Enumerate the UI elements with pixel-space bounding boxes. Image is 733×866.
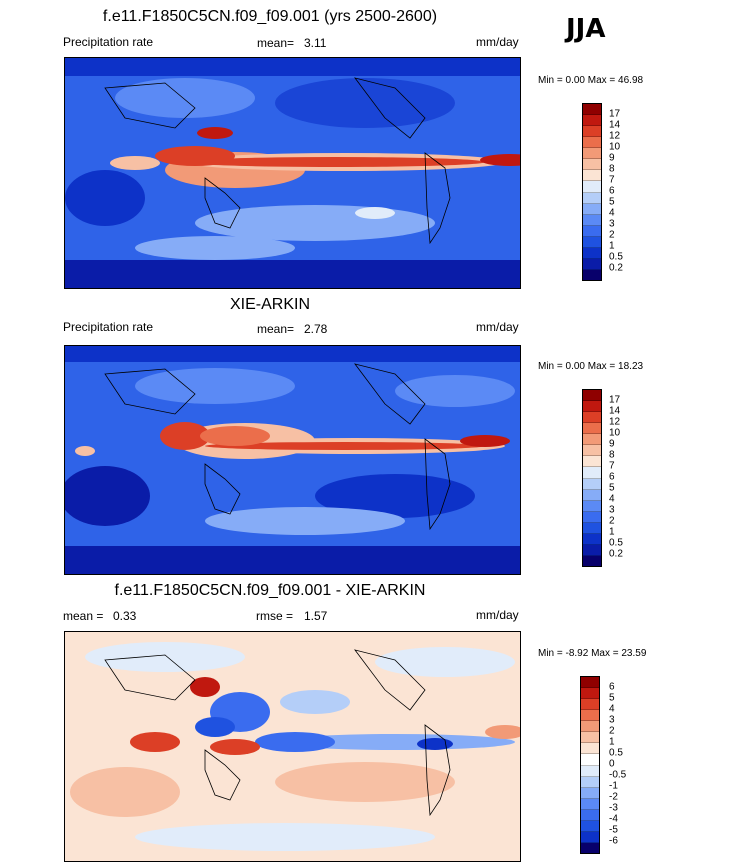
panel-3-tick: 0.5: [609, 747, 623, 759]
panel-2-tick: 8: [609, 449, 615, 461]
panel-3-rmse-value: 1.57: [304, 609, 328, 623]
season-label: JJA: [566, 14, 606, 44]
panel-1-tick: 5: [609, 196, 615, 208]
panel-2-tick: 14: [609, 405, 621, 417]
panel-3-tick: -0.5: [609, 769, 627, 781]
panel-3-tick: -6: [609, 835, 618, 847]
panel-1-tick: 6: [609, 185, 615, 197]
panel-3-minmax: Min = -8.92 Max = 23.59: [538, 648, 647, 659]
panel-2-title: XIE-ARKIN: [229, 296, 310, 313]
panel-2-mean-value: 2.78: [304, 322, 328, 336]
panel-2-tick: 1: [609, 526, 615, 538]
panel-2-tick: 10: [609, 427, 621, 439]
panel-3-tick: -3: [609, 802, 618, 814]
panel-1-variable-label: Precipitation rate: [63, 35, 154, 49]
panel-1-tick: 10: [609, 141, 621, 153]
panel-1-tick: 1: [609, 240, 615, 252]
panel-2-units: mm/day: [476, 320, 519, 334]
panel-3-tick: 6: [609, 681, 615, 693]
panel-1-tick: 12: [609, 130, 621, 142]
panel-2-variable-label: Precipitation rate: [63, 320, 154, 334]
panel-1-mean-label: mean=: [257, 36, 295, 50]
panel-1-tick: 8: [609, 163, 615, 175]
panel-3-rmse-label: rmse =: [256, 609, 294, 623]
panel-1-tick: 2: [609, 229, 615, 241]
panel-3-tick: 2: [609, 725, 615, 737]
panel-2-tick: 12: [609, 416, 621, 428]
panel-1-tick: 0.5: [609, 251, 623, 263]
panel-2-precip-field: [65, 346, 520, 574]
panel-1-map: [64, 57, 521, 289]
panel-3-difference-field: [65, 632, 520, 861]
panel-1-tick: 9: [609, 152, 615, 164]
panel-1-minmax: Min = 0.00 Max = 46.98: [538, 75, 644, 86]
panel-2-map: [64, 345, 521, 575]
panel-2-tick: 3: [609, 504, 615, 516]
panel-3-tick: 3: [609, 714, 615, 726]
panel-2-tick: 5: [609, 482, 615, 494]
panel-3-title: f.e11.F1850C5CN.f09_f09.001 - XIE-ARKIN: [114, 582, 426, 599]
panel-1-colorbar: [582, 103, 602, 281]
panel-1-tick: 4: [609, 207, 615, 219]
panel-2-tick: 2: [609, 515, 615, 527]
panel-1-tick: 17: [609, 108, 621, 120]
panel-2-tick: 6: [609, 471, 615, 483]
panel-3-tick: 5: [609, 692, 615, 704]
panel-1-title: f.e11.F1850C5CN.f09_f09.001 (yrs 2500-26…: [102, 8, 438, 25]
panel-2-tick: 9: [609, 438, 615, 450]
panel-3-tick: -5: [609, 824, 618, 836]
panel-3-mean-value: 0.33: [113, 609, 137, 623]
panel-3-mean-label: mean =: [63, 609, 104, 623]
panel-3-tick: -4: [609, 813, 618, 825]
panel-1-tick: 14: [609, 119, 621, 131]
panel-1-precip-field: [65, 58, 520, 288]
panel-2-minmax: Min = 0.00 Max = 18.23: [538, 361, 644, 372]
panel-1-tick: 7: [609, 174, 615, 186]
panel-2-tick: 7: [609, 460, 615, 472]
panel-3-map: [64, 631, 521, 862]
panel-1-mean-value: 3.11: [304, 36, 327, 50]
panel-1-tick: 3: [609, 218, 615, 230]
panel-2-mean-label: mean=: [257, 322, 295, 336]
panel-3-units: mm/day: [476, 608, 519, 622]
panel-3-tick: 1: [609, 736, 615, 748]
panel-2-colorbar: [582, 389, 602, 567]
panel-2-tick: 4: [609, 493, 615, 505]
panel-1-units: mm/day: [476, 35, 519, 49]
panel-1-tick: 0.2: [609, 262, 623, 274]
panel-3-tick: -1: [609, 780, 618, 792]
panel-2-tick: 17: [609, 394, 621, 406]
panel-2-tick: 0.5: [609, 537, 623, 549]
panel-3-tick: 4: [609, 703, 615, 715]
panel-3-colorbar: [580, 676, 600, 854]
panel-3-tick: -2: [609, 791, 618, 803]
panel-2-tick: 0.2: [609, 548, 623, 560]
panel-3-tick: 0: [609, 758, 615, 770]
